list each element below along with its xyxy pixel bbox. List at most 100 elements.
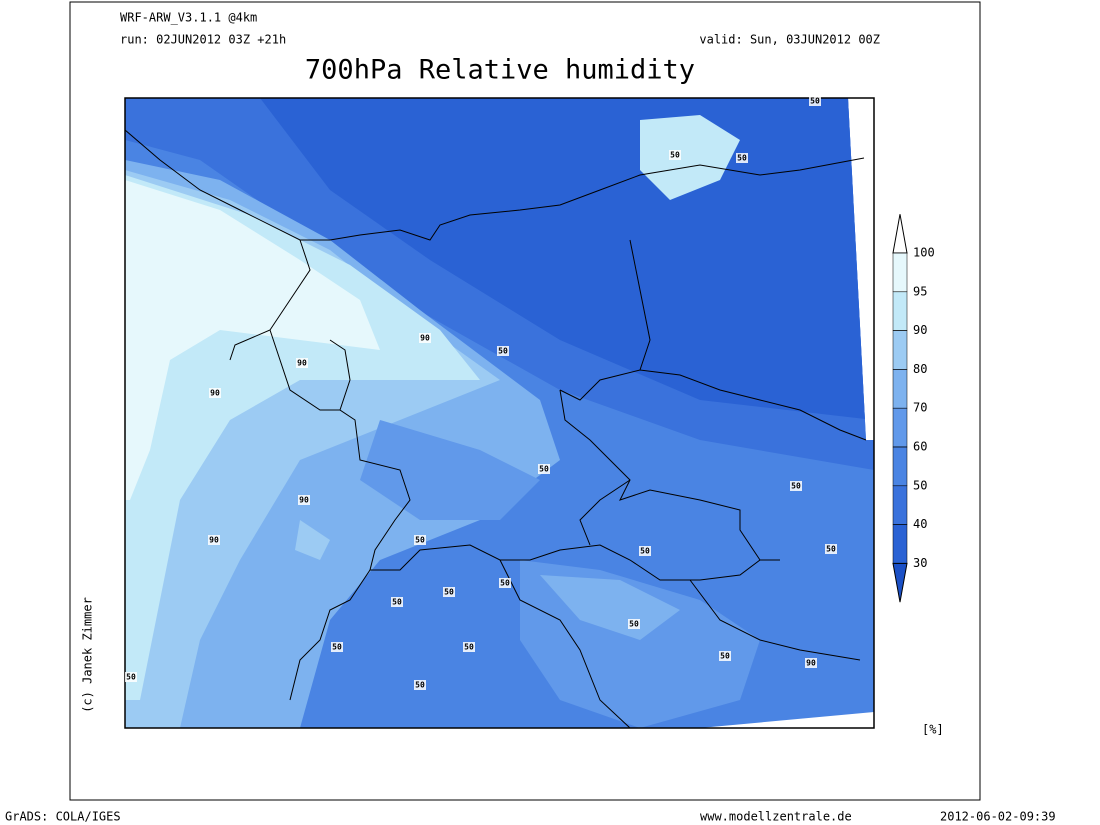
contour-label: 90: [420, 334, 430, 343]
footer-website: www.modellzentrale.de: [700, 810, 852, 824]
contour-label: 50: [332, 643, 342, 652]
run-label: run: 02JUN2012 03Z +21h: [120, 33, 286, 47]
contour-labels: 50 50 50 90 50 90 90 50 50 90 90 50 50 50 50 50 50 50 50 50…: [125, 96, 837, 690]
contour-label: 50: [791, 482, 801, 491]
outer-frame: [69, 1, 981, 801]
borders: [124, 129, 867, 729]
contour-label: 50: [500, 579, 510, 588]
border: [289, 569, 371, 701]
contour-label: 50: [826, 545, 836, 554]
contour-label-bg: [538, 464, 550, 474]
contour-label: 90: [299, 496, 309, 505]
border: [689, 579, 861, 661]
contour-label-bg: [331, 642, 343, 652]
contour-label: 50: [415, 681, 425, 690]
contour-label-bg: [209, 388, 221, 398]
humidity-region: [540, 575, 680, 640]
contour-label: 50: [640, 547, 650, 556]
contour-label: 50: [498, 347, 508, 356]
colorbar-box: [892, 407, 908, 448]
contour-label-bg: [414, 680, 426, 690]
contour-label-bg: [499, 578, 511, 588]
contour-label: 50: [737, 154, 747, 163]
humidity-region: [640, 115, 740, 200]
contour-label-bg: [298, 495, 310, 505]
contour-label-bg: [628, 619, 640, 629]
model-label: WRF-ARW_V3.1.1 @4km: [120, 11, 257, 25]
contour-label: 90: [806, 659, 816, 668]
colorbar-box: [892, 485, 908, 525]
contour-label: 90: [209, 536, 219, 545]
map-frame: [124, 97, 875, 729]
contour-label: 50: [464, 643, 474, 652]
border: [559, 369, 867, 441]
contour-label-bg: [639, 546, 651, 556]
contour-label-bg: [825, 544, 837, 554]
title: 700hPa Relative humidity: [305, 55, 695, 86]
coastline: [499, 559, 631, 729]
contour-label: 50: [539, 465, 549, 474]
contour-label: 50: [415, 536, 425, 545]
contour-label-bg: [719, 651, 731, 661]
colorbar-cap: [892, 562, 908, 603]
colorbar-box: [892, 291, 908, 331]
contour-label-bg: [414, 535, 426, 545]
border: [329, 339, 780, 581]
border: [579, 479, 631, 546]
coastline: [124, 129, 865, 241]
contour-label: 50: [810, 97, 820, 106]
contour-label-bg: [809, 96, 821, 106]
contour-label-bg: [125, 672, 137, 682]
footer-timestamp: 2012-06-02-09:39: [940, 810, 1056, 824]
colorbar-box: [892, 369, 908, 409]
colorbar-label: 70: [913, 401, 927, 415]
colorbar-cap: [892, 214, 908, 254]
copyright: (c) Janek Zimmer: [81, 597, 95, 713]
contour-label-bg: [497, 346, 509, 356]
contour-label: 50: [444, 588, 454, 597]
contour-label-bg: [443, 587, 455, 597]
contour-label-bg: [805, 658, 817, 668]
contour-label: 50: [392, 598, 402, 607]
colorbar-label: 60: [913, 440, 927, 454]
contour-label: 50: [126, 673, 136, 682]
colorbar-label: 50: [913, 478, 927, 492]
colorbar-unit: [%]: [922, 723, 944, 737]
border: [269, 329, 340, 411]
contour-label-bg: [669, 150, 681, 160]
humidity-region: [125, 180, 380, 500]
contour-label-bg: [419, 333, 431, 343]
contour-label: 50: [629, 620, 639, 629]
coastline: [229, 239, 311, 361]
contour-label-bg: [790, 481, 802, 491]
contour-label: 90: [297, 359, 307, 368]
map-field: [125, 98, 874, 728]
colorbar-label: 90: [913, 323, 927, 337]
contour-label-bg: [463, 642, 475, 652]
colorbar-box: [892, 446, 908, 487]
humidity-region: [295, 520, 330, 560]
border: [629, 239, 651, 371]
colorbar-label: 95: [913, 284, 927, 298]
colorbar-label: 30: [913, 556, 927, 570]
border: [559, 389, 761, 561]
humidity-region: [360, 420, 540, 520]
contour-label: 50: [670, 151, 680, 160]
colorbar-box: [892, 252, 908, 293]
footer-software: GrADS: COLA/IGES: [5, 810, 121, 824]
valid-label: valid: Sun, 03JUN2012 00Z: [699, 33, 880, 47]
contour-label-bg: [296, 358, 308, 368]
colorbar: 100 95 90 80 70 60 50 40 30: [892, 214, 935, 603]
colorbar-label: 40: [913, 517, 927, 531]
colorbar-box: [892, 524, 908, 564]
contour-label-bg: [208, 535, 220, 545]
colorbar-label: 100: [913, 246, 935, 260]
contour-label: 90: [210, 389, 220, 398]
colorbar-box: [892, 330, 908, 370]
contour-label: 50: [720, 652, 730, 661]
contour-label-bg: [736, 153, 748, 163]
contour-label-bg: [391, 597, 403, 607]
colorbar-label: 80: [913, 362, 927, 376]
